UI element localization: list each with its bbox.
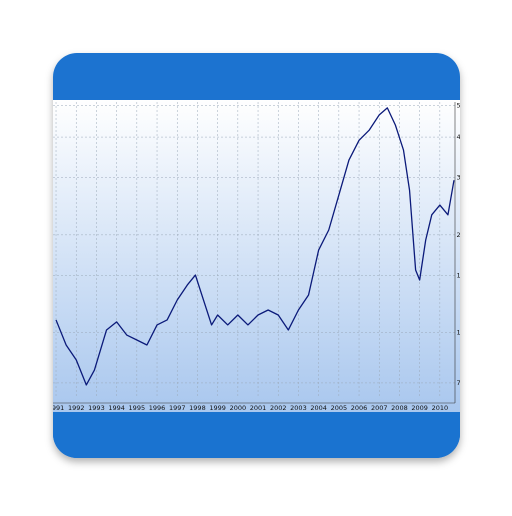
x-tick-label: 2006 (351, 404, 368, 412)
x-tick-label: 2001 (250, 404, 267, 412)
y-tick-label: 700 (457, 379, 469, 387)
x-tick-label: 2000 (230, 404, 247, 412)
x-tick-label: 1992 (68, 404, 85, 412)
plot-background (53, 100, 460, 412)
x-tick-label: 2008 (391, 404, 408, 412)
y-tick-label: 2000 (457, 231, 474, 239)
x-tick-label: 1996 (149, 404, 166, 412)
x-tick-label: 1998 (189, 404, 206, 412)
x-tick-label: 2009 (411, 404, 428, 412)
x-tick-label: 2003 (290, 404, 307, 412)
y-tick-label: 5000 (457, 102, 474, 110)
y-tick-label: 4000 (457, 133, 474, 141)
x-tick-label: 1991 (48, 404, 65, 412)
y-tick-label: 1000 (457, 329, 474, 337)
x-tick-label: 2007 (371, 404, 388, 412)
x-tick-label: 1995 (129, 404, 146, 412)
x-tick-label: 1997 (169, 404, 186, 412)
x-tick-label: 2010 (432, 404, 449, 412)
x-tick-label: 2004 (310, 404, 327, 412)
y-tick-label: 1500 (457, 271, 474, 279)
x-tick-label: 1994 (108, 404, 125, 412)
bottom-band (53, 412, 460, 458)
x-tick-label: 2002 (270, 404, 287, 412)
y-tick-label: 3000 (457, 174, 474, 182)
price-line (55, 107, 455, 386)
x-tick-label: 2005 (331, 404, 348, 412)
x-tick-label: 1993 (88, 404, 105, 412)
x-tick-label: 1999 (209, 404, 226, 412)
